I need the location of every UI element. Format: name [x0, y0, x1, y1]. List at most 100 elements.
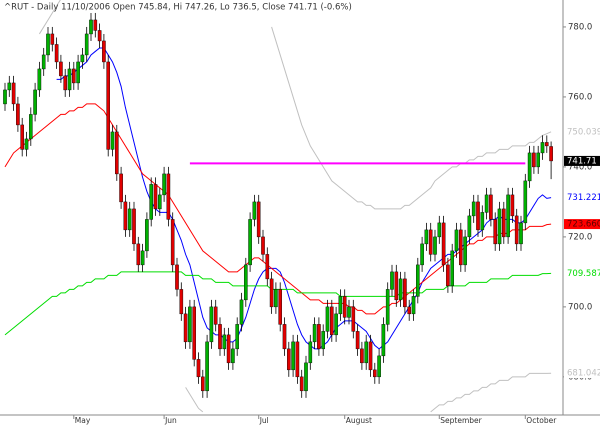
x-tick-label: September	[440, 416, 482, 425]
candle-body	[54, 44, 59, 63]
candle-body	[16, 103, 20, 126]
candle-body	[377, 355, 381, 378]
candle-body	[205, 341, 209, 392]
candle-body	[119, 173, 123, 203]
candle-body	[373, 369, 377, 378]
y-tick-label: 780.0	[568, 22, 592, 32]
candle-body	[317, 324, 321, 350]
candle-body	[428, 229, 433, 255]
candle-body	[80, 54, 85, 63]
candle-body	[127, 208, 132, 231]
candle-body	[463, 236, 467, 266]
candle-body	[291, 341, 295, 371]
candle-body	[114, 131, 119, 175]
candle-body	[162, 173, 166, 196]
candle-body	[269, 278, 274, 308]
candle-body	[506, 194, 510, 238]
candle-body	[502, 208, 506, 238]
candle-body	[403, 278, 407, 308]
candle-body	[360, 348, 364, 364]
end-label-box	[564, 192, 600, 203]
candle-body	[59, 61, 63, 77]
candle-body	[476, 201, 480, 231]
candle-body	[256, 201, 261, 238]
candle-body	[398, 278, 403, 301]
candle-body	[437, 222, 442, 238]
candle-body	[265, 254, 270, 280]
candle-body	[527, 152, 532, 182]
candle-body	[231, 348, 235, 364]
candle-body	[196, 359, 201, 378]
candle-body	[33, 89, 37, 115]
candle-body	[222, 334, 227, 350]
candle-body	[347, 306, 351, 318]
candle-body	[243, 264, 248, 301]
x-tick-label: Jun	[164, 416, 177, 425]
end-label-box	[564, 268, 600, 279]
candle-body	[342, 296, 347, 318]
candle-body	[385, 289, 390, 325]
candle-body	[287, 348, 291, 371]
end-label: 750.039	[567, 127, 600, 137]
end-label: 709.587	[567, 269, 600, 279]
plot-area	[3, 0, 553, 413]
candle-body	[252, 201, 257, 220]
candle-body	[67, 68, 72, 91]
candle-body	[459, 229, 463, 266]
end-label: 681.042	[567, 369, 600, 379]
candle-body	[175, 264, 179, 290]
candle-body	[441, 222, 446, 266]
candle-body	[536, 152, 540, 168]
candle-body	[188, 306, 192, 343]
candle-body	[484, 194, 489, 213]
candle-body	[136, 243, 141, 266]
candle-body	[312, 324, 317, 343]
overlay-line	[56, 47, 552, 350]
candle-body	[37, 68, 42, 91]
candle-body	[123, 201, 128, 231]
close-label: 741.71	[567, 156, 597, 166]
candle-body	[183, 313, 188, 343]
candle-body	[493, 219, 498, 245]
candle-body	[274, 289, 278, 308]
candle-body	[149, 184, 154, 220]
candle-body	[295, 341, 300, 378]
candle-body	[11, 82, 16, 105]
close-label-box	[564, 155, 600, 166]
candle-body	[471, 201, 476, 217]
candle-body	[407, 306, 412, 315]
candle-body	[218, 324, 222, 350]
candle-body	[497, 208, 502, 245]
candle-body	[166, 173, 171, 220]
candle-body	[170, 219, 175, 266]
candle-body	[446, 264, 450, 287]
candle-body	[416, 264, 420, 297]
candle-body	[179, 289, 184, 315]
axes: 780.0760.0740.0720.0700.0680.0MayJunJulA…	[73, 22, 600, 425]
candle-body	[226, 334, 231, 364]
candle-body	[480, 212, 485, 231]
candle-body	[338, 296, 343, 315]
candle-body	[261, 236, 265, 255]
candle-body	[433, 236, 437, 255]
candle-body	[76, 61, 80, 84]
candle-body	[394, 271, 399, 301]
candle-body	[110, 131, 115, 150]
candle-body	[153, 184, 158, 210]
candle-body	[424, 229, 429, 245]
candle-body	[89, 19, 93, 35]
candle-body	[41, 54, 46, 70]
candle-body	[93, 19, 98, 31]
candle-body	[325, 306, 330, 332]
candle-body	[145, 219, 149, 252]
candle-body	[334, 313, 338, 336]
candle-body	[321, 331, 326, 350]
candle-body	[351, 306, 356, 332]
x-tick-label: May	[75, 416, 91, 425]
end-label: 731.221	[567, 193, 600, 203]
candle-body	[549, 146, 553, 162]
candle-body	[192, 306, 197, 360]
candle-body	[545, 142, 549, 147]
